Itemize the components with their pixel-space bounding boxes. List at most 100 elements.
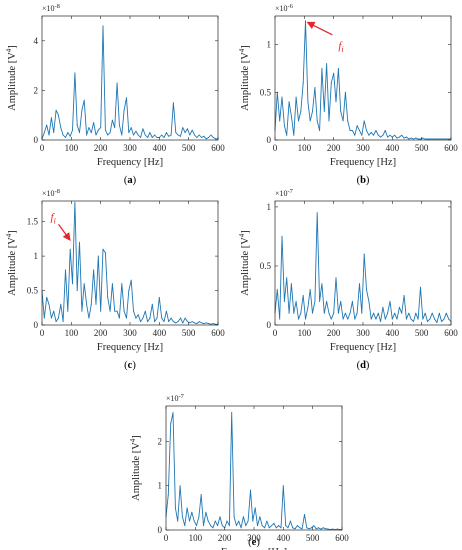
data-point-c-26 [102,248,104,250]
data-point-d-58 [410,318,412,320]
data-point-c-64 [191,321,193,323]
data-point-e-60 [306,527,308,529]
data-point-c-7 [57,317,59,319]
data-point-a-71 [208,137,210,138]
data-point-c-39 [133,310,134,312]
data-point-d-46 [382,306,384,308]
x-tick-label-d-0: 0 [273,328,278,338]
data-point-a-11 [67,132,69,134]
data-point-a-62 [187,128,188,130]
data-point-a-14 [74,72,76,74]
chart-e: 0 100 200 300 400 500 600 0 1 2 ×10-7 Frequency [Hz… [129,393,349,550]
data-point-c-54 [168,321,170,323]
data-point-e-51 [285,525,287,527]
data-point-a-43 [142,128,144,130]
data-point-a-68 [201,137,203,138]
annotation-label-c: fi [51,211,56,225]
data-point-e-49 [280,527,282,529]
data-point-e-42 [264,527,266,529]
data-point-c-37 [128,290,130,292]
data-point-d-48 [387,312,389,314]
x-tick-label-d-2: 200 [327,328,341,338]
data-point-d-49 [389,300,391,302]
data-point-c-8 [60,303,62,305]
data-point-e-33 [242,516,244,518]
data-point-b-9 [295,96,297,98]
data-point-e-45 [271,525,273,527]
data-point-a-31 [114,127,116,129]
data-point-c-16 [79,241,80,243]
data-point-d-45 [380,321,382,322]
data-point-d-68 [434,318,436,320]
data-point-a-51 [161,134,163,136]
data-point-d-19 [319,300,321,302]
x-tick-label-c-2: 200 [94,328,108,338]
data-point-d-5 [286,277,288,279]
data-point-e-55 [294,528,296,530]
data-point-c-44 [144,310,146,312]
data-point-b-26 [335,101,337,103]
data-point-e-31 [238,520,240,522]
y-axis-label-c: Amplitude [V4] [5,230,18,296]
y-tick-label-e-2: 2 [158,436,163,446]
data-point-d-66 [429,318,431,320]
data-point-d-26 [335,277,337,279]
x-tick-label-e-6: 600 [335,533,349,543]
data-point-a-4 [50,117,52,119]
x-axis-label-b: Frequency [Hz] [330,157,396,168]
data-point-a-32 [116,82,118,84]
data-point-d-41 [370,318,372,320]
data-point-b-2 [279,120,281,122]
data-point-e-19 [210,525,212,527]
data-point-b-60 [415,137,417,139]
x-tick-label-b-4: 400 [386,143,400,153]
data-point-e-73 [336,528,338,530]
data-point-e-53 [289,520,291,522]
data-point-d-74 [448,318,450,320]
data-point-b-66 [429,138,431,140]
x-tick-label-e-3: 300 [247,533,261,543]
x-tick-label-b-0: 0 [273,143,278,153]
data-point-d-17 [314,300,316,302]
data-point-d-16 [312,312,313,314]
data-point-e-3 [172,412,174,414]
data-point-b-29 [342,120,344,122]
data-point-e-11 [191,511,193,513]
x-tick-label-b-5: 500 [415,143,429,153]
data-point-d-65 [427,321,428,322]
exponent-label-c: ×10-8 [42,188,60,198]
data-point-c-11 [67,310,69,312]
data-point-b-40 [368,134,370,136]
data-point-d-73 [445,312,447,314]
data-point-a-63 [189,134,191,136]
data-point-e-35 [247,520,249,522]
x-tick-label-c-0: 0 [40,328,45,338]
data-point-a-34 [121,134,123,136]
data-point-b-39 [366,130,367,131]
x-tick-label-c-6: 600 [211,328,225,338]
data-point-e-36 [250,489,251,491]
data-point-d-33 [351,300,353,302]
data-point-c-46 [149,317,151,319]
data-point-c-57 [175,322,177,324]
data-point-b-27 [337,68,339,69]
data-point-a-5 [53,132,55,134]
data-point-e-28 [231,412,233,414]
data-point-c-1 [43,317,45,319]
data-point-e-37 [252,520,254,522]
data-point-b-70 [438,138,440,140]
data-point-c-3 [48,303,50,305]
data-point-b-59 [413,138,414,140]
data-point-e-32 [240,527,242,529]
data-point-a-35 [123,109,125,111]
data-point-e-64 [315,528,317,530]
exponent-label-b: ×10-6 [275,3,294,13]
data-point-c-28 [107,296,109,298]
data-point-b-22 [326,63,328,65]
data-point-a-33 [118,124,120,126]
data-point-a-30 [111,119,113,121]
data-point-b-16 [312,110,313,112]
x-tick-label-e-4: 400 [277,533,291,543]
y-axis-label-d: Amplitude [V4] [238,230,251,296]
data-point-b-65 [427,138,428,140]
